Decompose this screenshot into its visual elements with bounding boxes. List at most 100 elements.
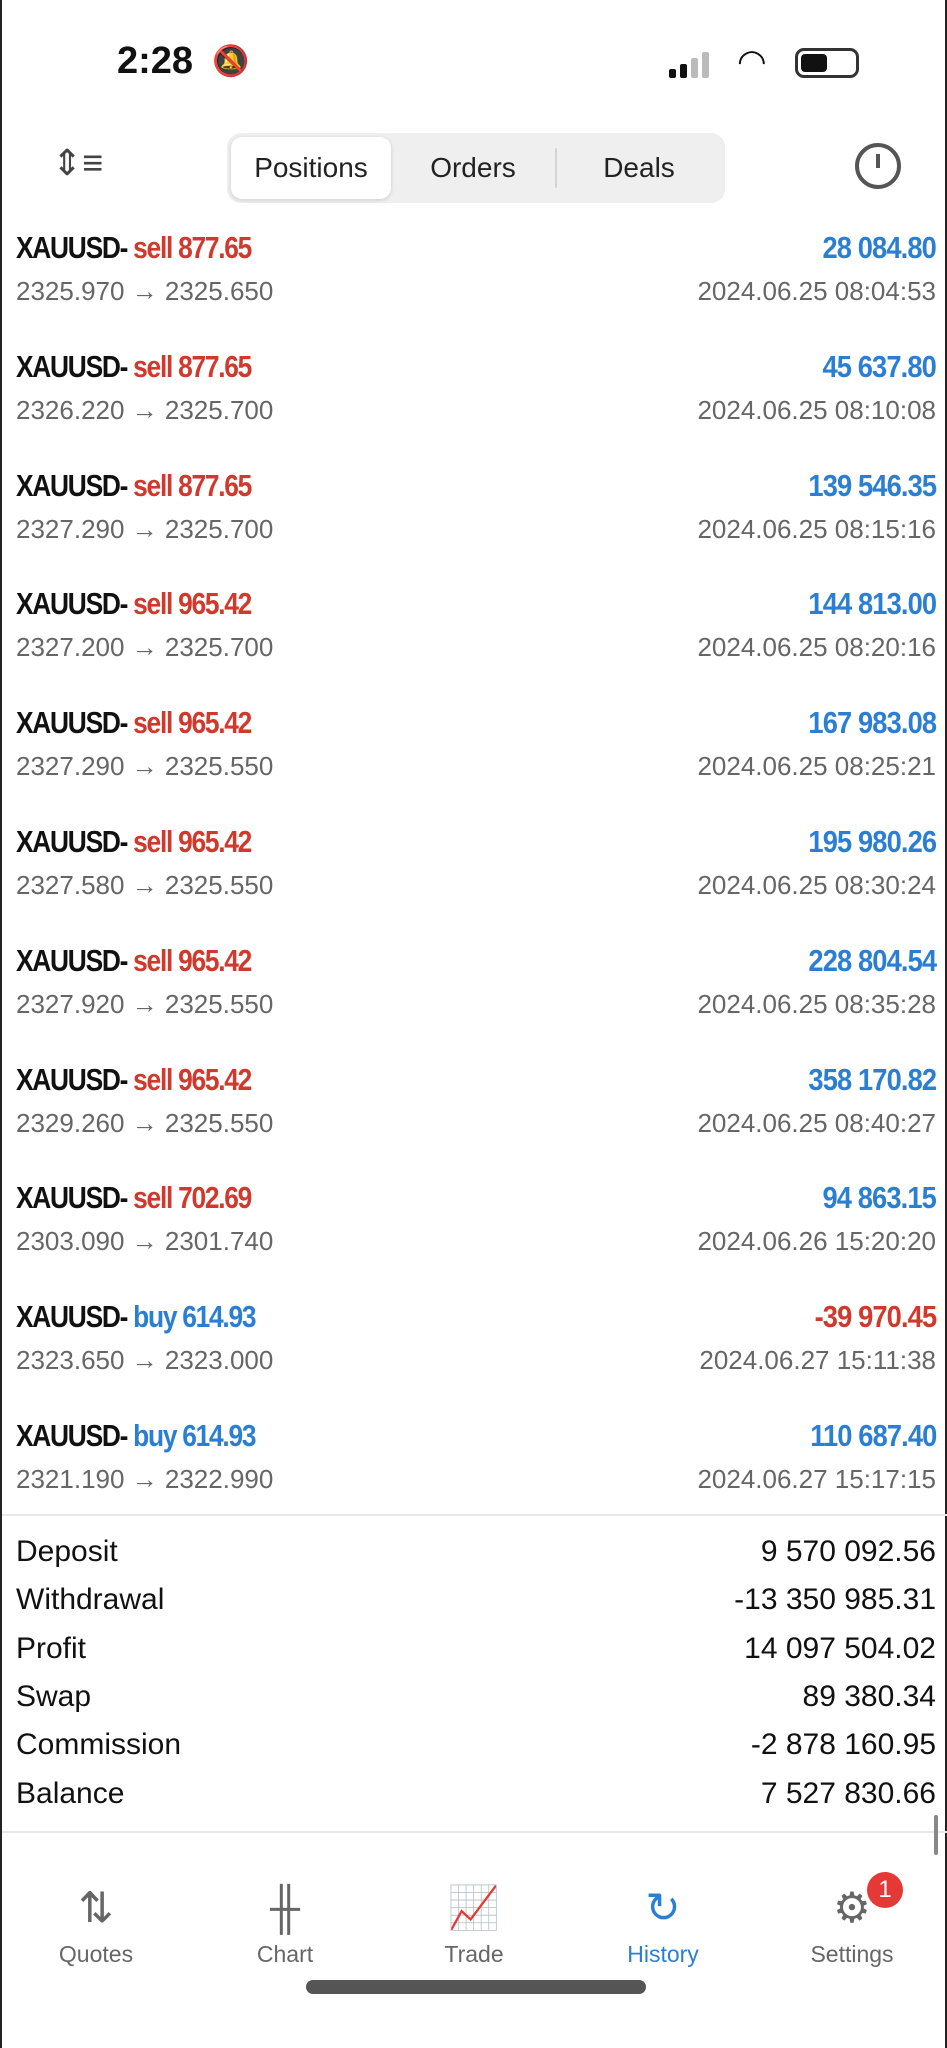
summary-value: 89 380.34 [802,1679,936,1713]
tab-deals[interactable]: Deals [603,152,675,183]
deal-time: 2024.06.25 08:25:21 [697,751,936,782]
deal-volume: 965.42 [178,942,252,978]
deal-row[interactable]: XAUUSD- sell 877.65 28 084.80 2325.970 →… [16,230,937,348]
deal-time: 2024.06.25 08:30:24 [697,870,936,900]
deal-prices: 2329.260 → 2325.550 [16,1107,274,1138]
deal-profit: 45 637.80 [822,348,937,384]
summary-row-commission: Commission -2 878 160.95 [16,1728,936,1776]
deal-side: sell [133,230,173,265]
sort-icon[interactable]: ⇕≡ [52,142,104,183]
deal-prices: 2323.650 → 2323.000 [16,1345,274,1376]
summary-row-swap: Swap 89 380.34 [16,1680,936,1728]
deal-symbol: XAUUSD- [16,1061,128,1097]
deal-side: sell [133,942,173,978]
deal-row[interactable]: XAUUSD- sell 965.42 167 983.08 2327.290 … [16,705,937,823]
deal-side: sell [133,348,173,384]
deal-volume: 965.42 [178,1061,252,1097]
gear-icon: ⚙ [833,1884,871,1931]
deal-time: 2024.06.25 08:04:53 [697,276,936,306]
deal-prices: 2325.970 → 2325.650 [16,276,274,306]
deal-side: sell [133,824,173,859]
deal-row[interactable]: XAUUSD- sell 702.69 94 863.15 2303.090 →… [16,1180,937,1298]
deal-symbol: XAUUSD- [16,942,128,978]
summary-row-profit: Profit 14 097 504.02 [16,1632,936,1680]
home-indicator[interactable] [306,1980,646,1994]
nav-trade[interactable]: 📈 Trade [394,1880,554,1968]
deal-profit: 167 983.08 [808,705,937,741]
tab-positions[interactable]: Positions [231,137,391,199]
deal-row[interactable]: XAUUSD- sell 965.42 228 804.54 2327.920 … [16,942,937,1061]
nav-label: Quotes [58,1941,134,1967]
deal-title: XAUUSD- sell 965.42 [16,824,252,860]
deal-time: 2024.06.25 08:15:16 [697,513,936,544]
nav-chart[interactable]: ╫ Chart [205,1880,365,1968]
deal-prices: 2327.290 → 2325.700 [16,513,274,544]
deal-row[interactable]: XAUUSD- buy 614.93 -39 970.45 2323.650 →… [16,1299,937,1417]
scrollbar[interactable] [934,1815,938,1855]
deal-volume: 965.42 [178,705,252,741]
tab-orders[interactable]: Orders [430,152,516,183]
deal-title: XAUUSD- sell 877.65 [16,348,252,385]
summary-value: 14 097 504.02 [744,1631,936,1665]
candlestick-icon: ╫ [270,1884,300,1931]
deal-title: XAUUSD- sell 965.42 [16,942,252,979]
history-segmented-control: Positions Orders Deals [227,133,725,203]
summary-label: Profit [16,1631,87,1665]
deal-row[interactable]: XAUUSD- sell 877.65 139 546.35 2327.290 … [16,467,937,586]
trade-chart-icon: 📈 [447,1884,501,1931]
deal-side: sell [133,705,173,741]
deal-prices: 2303.090 → 2301.740 [16,1226,274,1257]
nav-label: Trade [444,1941,504,1967]
history-clock-icon: ↻ [645,1884,681,1931]
deal-prices: 2327.580 → 2325.550 [16,870,274,900]
summary-label: Balance [16,1776,125,1810]
deal-row[interactable]: XAUUSD- sell 965.42 195 980.26 2327.580 … [16,824,937,942]
deal-profit: 110 687.40 [809,1418,937,1453]
battery-icon [795,48,859,78]
deal-row[interactable]: XAUUSD- sell 877.65 45 637.80 2326.220 →… [16,348,937,467]
nav-label: Settings [810,1941,894,1967]
deal-symbol: XAUUSD- [16,705,128,741]
deal-prices: 2327.920 → 2325.550 [16,988,274,1019]
deal-prices: 2321.190 → 2322.990 [16,1464,274,1494]
deal-side: buy [133,1299,177,1335]
deal-profit: 144 813.00 [808,586,937,622]
deal-row[interactable]: XAUUSD- buy 614.93 110 687.40 2321.190 →… [16,1418,937,1536]
divider [2,1514,947,1516]
deal-profit: 195 980.26 [808,824,937,859]
deal-time: 2024.06.25 08:40:27 [697,1107,936,1138]
summary-label: Swap [16,1679,92,1713]
deal-title: XAUUSD- sell 965.42 [16,586,252,622]
summary-value: -13 350 985.31 [734,1583,936,1617]
summary-value: -2 878 160.95 [750,1728,936,1762]
deal-profit: 94 863.15 [822,1180,937,1216]
nav-label: Chart [256,1941,314,1967]
bell-muted-icon: 🔕 [212,45,250,78]
wifi-icon: ◠ [737,43,767,81]
nav-settings[interactable]: ⚙ Settings 1 [772,1872,932,1968]
deal-side: sell [133,467,173,503]
deal-symbol: XAUUSD- [16,230,128,265]
deal-title: XAUUSD- sell 877.65 [16,467,252,504]
deal-row[interactable]: XAUUSD- sell 965.42 358 170.82 2329.260 … [16,1061,937,1180]
summary-label: Withdrawal [16,1583,165,1617]
deal-title: XAUUSD- sell 702.69 [16,1180,252,1216]
nav-quotes[interactable]: ⇅ Quotes [16,1880,176,1968]
status-time: 2:28 [117,40,194,82]
deal-symbol: XAUUSD- [16,1418,128,1453]
deal-row[interactable]: XAUUSD- sell 965.42 144 813.00 2327.200 … [16,586,937,704]
deal-volume: 877.65 [178,348,252,384]
deal-side: sell [133,1061,173,1097]
deal-title: XAUUSD- sell 965.42 [16,1061,252,1098]
deal-profit: 228 804.54 [808,942,937,978]
summary-row-balance: Balance 7 527 830.66 [16,1777,936,1825]
deal-symbol: XAUUSD- [16,348,128,384]
quotes-arrows-icon: ⇅ [78,1884,114,1931]
nav-history[interactable]: ↻ History [583,1880,743,1968]
summary-row-deposit: Deposit 9 570 092.56 [16,1535,936,1583]
summary-value: 9 570 092.56 [760,1535,936,1568]
deal-symbol: XAUUSD- [16,586,128,622]
divider [2,1831,947,1833]
period-clock-icon[interactable] [855,143,901,189]
deal-prices: 2326.220 → 2325.700 [16,394,274,425]
